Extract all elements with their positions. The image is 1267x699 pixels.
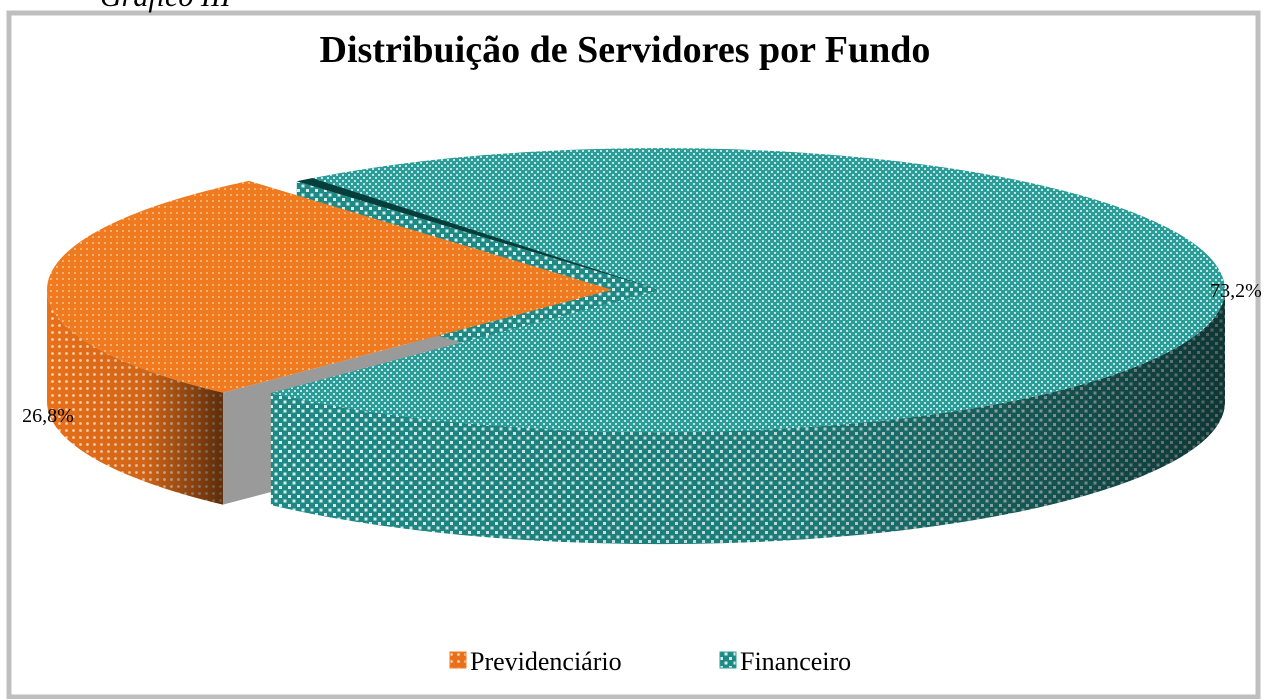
chart-title: Distribuição de Servidores por Fundo	[320, 29, 931, 71]
legend-label: Financeiro	[740, 647, 851, 676]
legend-swatch	[449, 651, 467, 669]
slice	[270, 148, 1225, 433]
legend-label: Previdenciário	[470, 647, 622, 676]
caption: Gráfico III	[100, 0, 233, 13]
slice-edge	[296, 178, 660, 291]
pie: 26,8% 73,2%	[22, 148, 1262, 545]
slice-side-shade	[47, 289, 223, 505]
value-label: 26,8%	[22, 405, 74, 427]
value-label: 73,2%	[1210, 280, 1262, 302]
legend: Previdenciário Financeiro	[449, 647, 851, 676]
legend-swatch	[719, 651, 737, 669]
slice	[47, 180, 613, 393]
slice-side-shade	[270, 290, 1225, 545]
